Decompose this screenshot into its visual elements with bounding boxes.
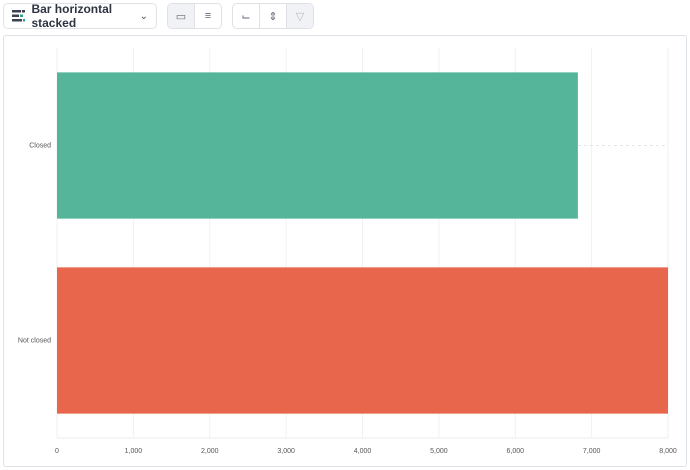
chart-card	[3, 35, 687, 467]
y-category-label: Closed	[29, 143, 51, 150]
chart-type-label: Bar horizontal stacked	[31, 2, 113, 30]
style-button-group: ▭ ≡	[167, 3, 222, 29]
x-tick-label: 5,000	[430, 448, 448, 455]
bar-not-closed	[57, 267, 668, 414]
y-axis-icon[interactable]: ⇕	[260, 4, 287, 28]
filter-funnel-icon[interactable]: ▽	[287, 4, 313, 28]
x-tick-label: 2,000	[201, 448, 219, 455]
bar-stacked-icon	[12, 10, 26, 22]
y-category-label: Not closed	[18, 338, 51, 345]
chevron-down-icon: ⌄	[139, 10, 148, 22]
x-tick-label: 1,000	[125, 448, 143, 455]
x-tick-label: 4,000	[354, 448, 372, 455]
chart-toolbar: Bar horizontal stacked ⌄ ▭ ≡ ⌙ ⇕ ▽	[3, 2, 314, 30]
axis-button-group: ⌙ ⇕ ▽	[232, 3, 314, 29]
x-tick-label: 0	[55, 448, 59, 455]
chart-type-dropdown[interactable]: Bar horizontal stacked ⌄	[3, 2, 157, 30]
paint-brush-icon[interactable]: ▭	[168, 4, 195, 28]
x-tick-label: 7,000	[583, 448, 601, 455]
x-tick-label: 8,000	[659, 448, 677, 455]
list-settings-icon[interactable]: ≡	[204, 10, 212, 22]
x-axis-icon[interactable]: ⌙	[233, 4, 260, 28]
x-tick-label: 3,000	[277, 448, 295, 455]
x-tick-label: 6,000	[506, 448, 524, 455]
bar-closed	[57, 72, 578, 219]
